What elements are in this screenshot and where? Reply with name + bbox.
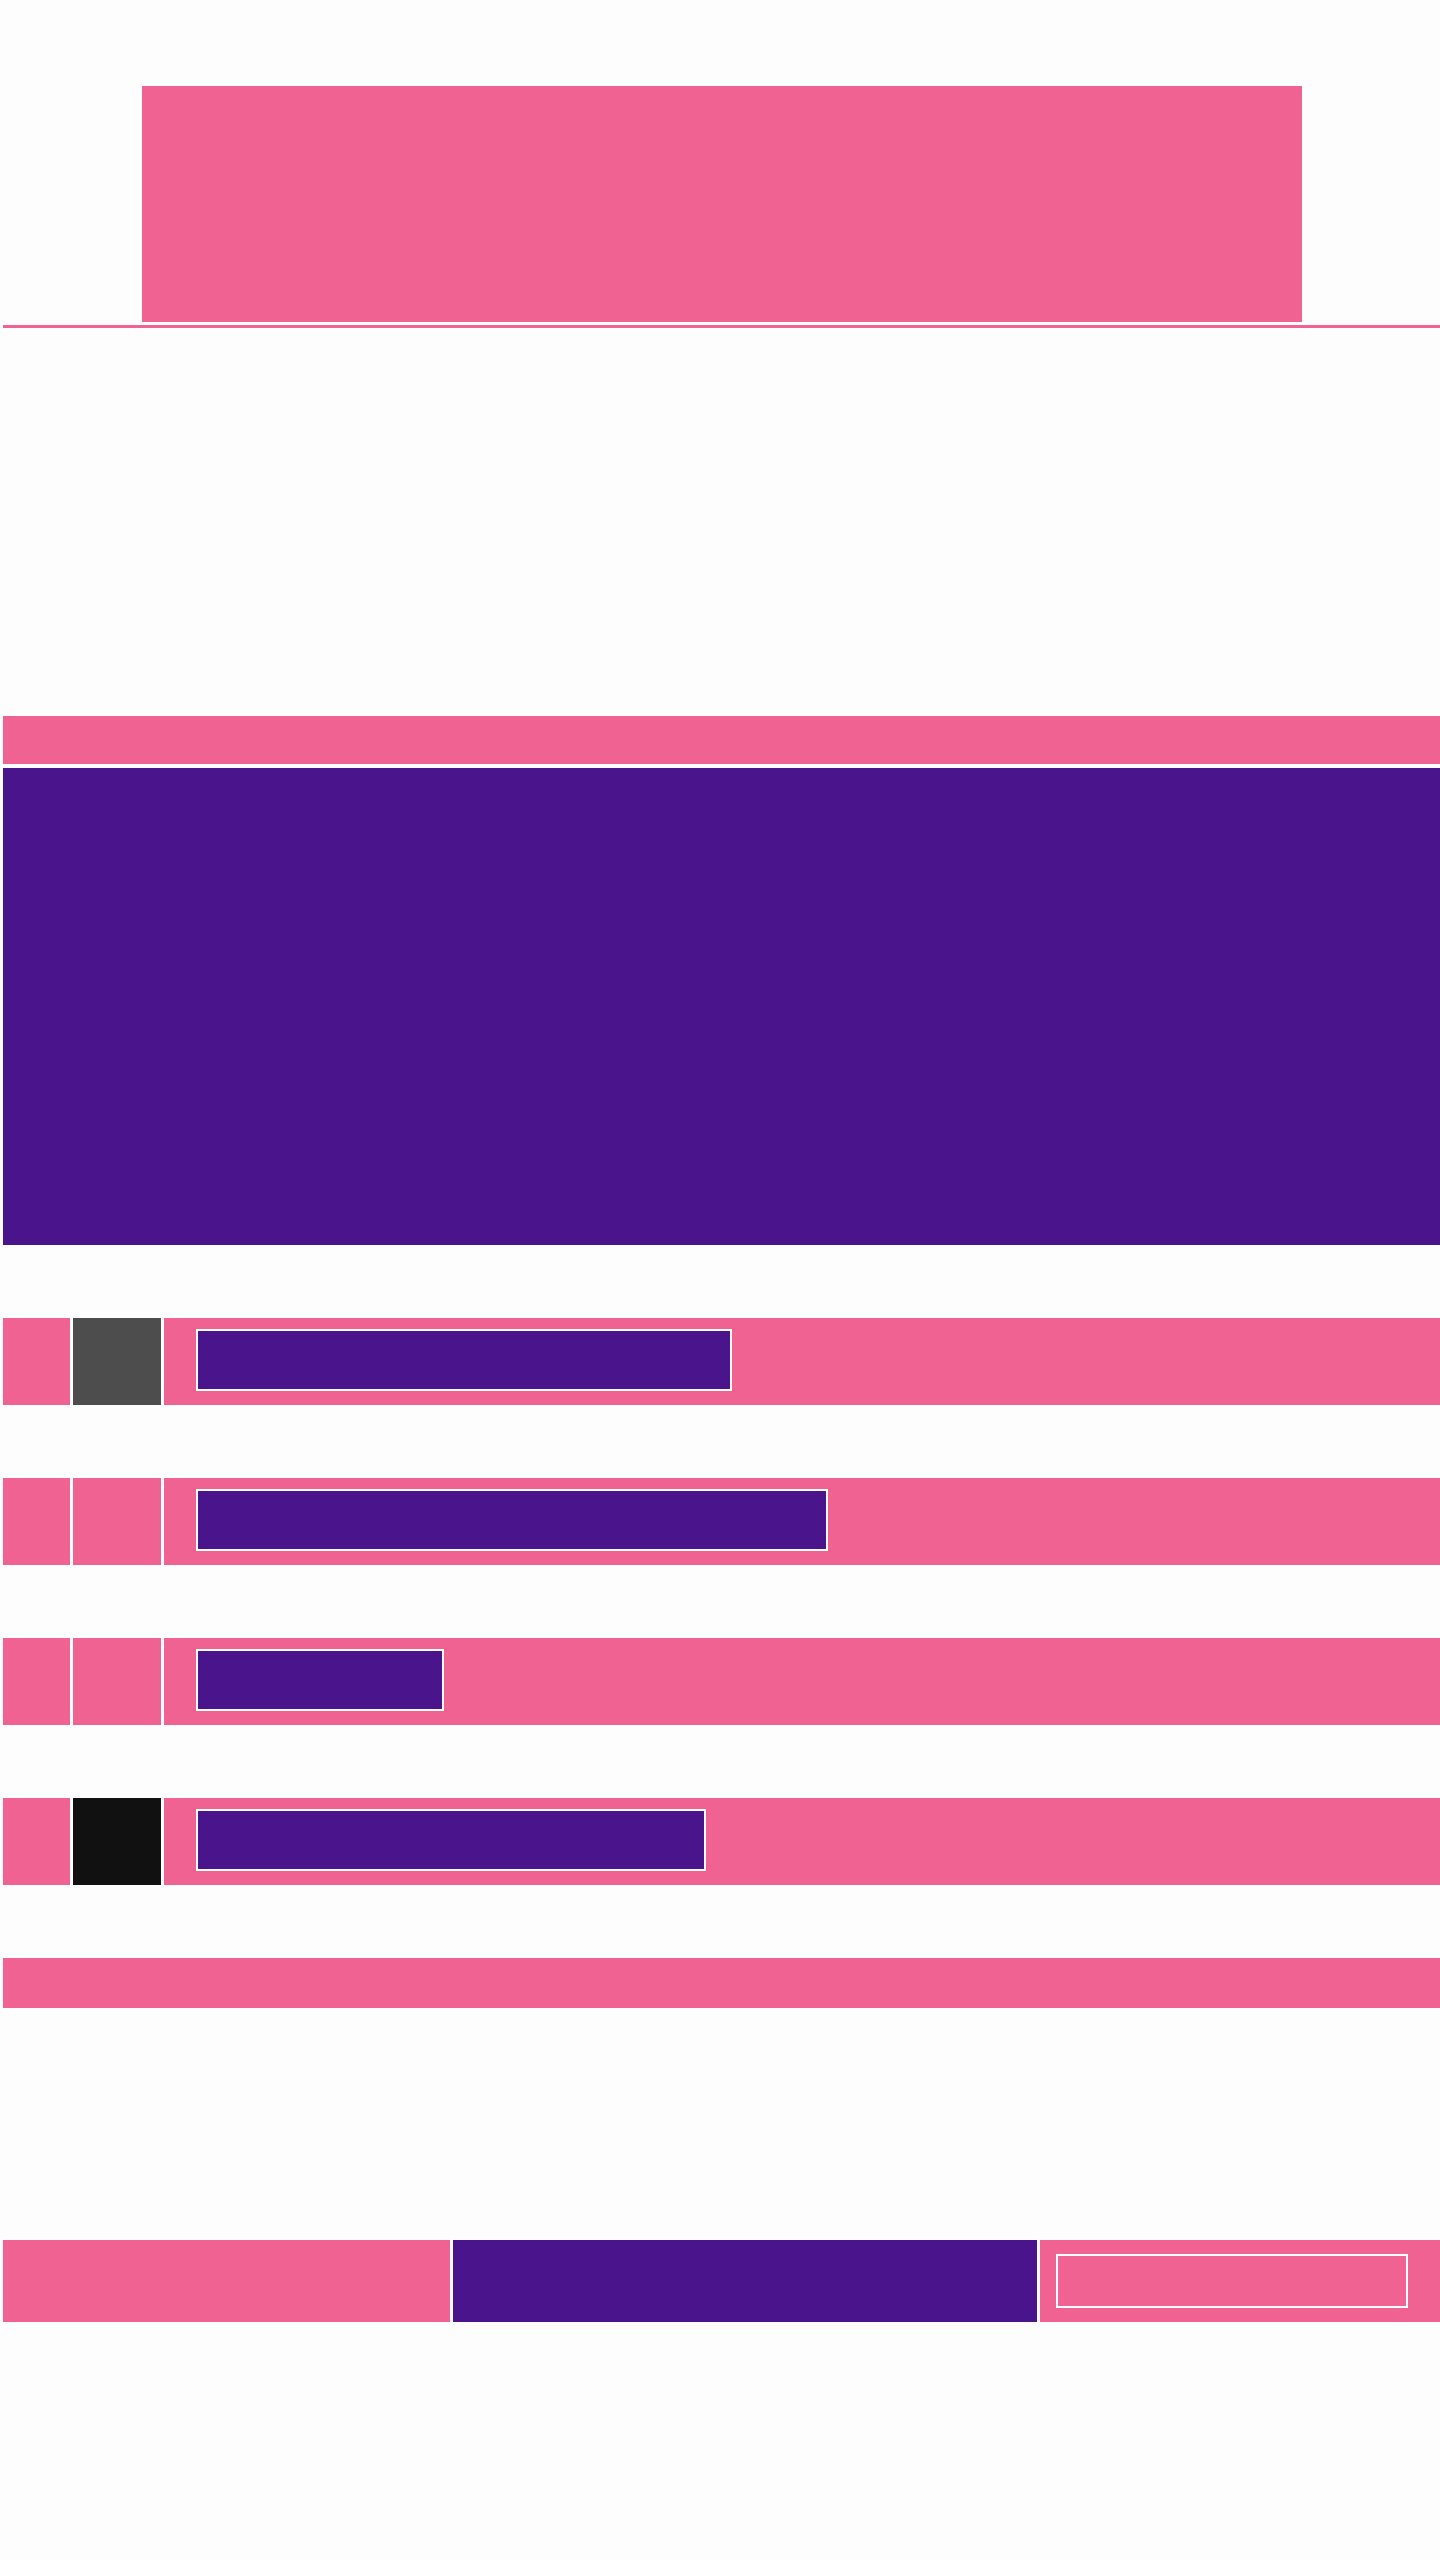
hero-banner xyxy=(142,86,1302,322)
section-header-bar xyxy=(3,716,1440,764)
list-item-marker xyxy=(3,1318,70,1405)
color-swatch[interactable] xyxy=(73,1798,161,1885)
color-swatch[interactable] xyxy=(73,1478,161,1565)
hero-divider xyxy=(3,325,1440,328)
list-item-bar[interactable] xyxy=(196,1329,732,1391)
list-item[interactable] xyxy=(3,1318,1440,1405)
section-divider xyxy=(3,764,1440,768)
list-item[interactable] xyxy=(3,1478,1440,1565)
list-item[interactable] xyxy=(3,1638,1440,1725)
list-item-bar[interactable] xyxy=(196,1649,444,1711)
footer-middle-button[interactable] xyxy=(453,2240,1037,2322)
footer-right-block xyxy=(1040,2240,1440,2322)
color-swatch[interactable] xyxy=(73,1318,161,1405)
list-item-marker xyxy=(3,1478,70,1565)
section-footer-bar xyxy=(3,1958,1440,2008)
list-item-bar[interactable] xyxy=(196,1489,828,1551)
list-item-marker xyxy=(3,1638,70,1725)
list-item[interactable] xyxy=(3,1798,1440,1885)
feature-panel xyxy=(3,768,1440,1245)
footer-left-block xyxy=(3,2240,450,2322)
list-item-marker xyxy=(3,1798,70,1885)
color-swatch[interactable] xyxy=(73,1638,161,1725)
list-item-bar[interactable] xyxy=(196,1809,706,1871)
footer-input-field[interactable] xyxy=(1056,2254,1408,2308)
